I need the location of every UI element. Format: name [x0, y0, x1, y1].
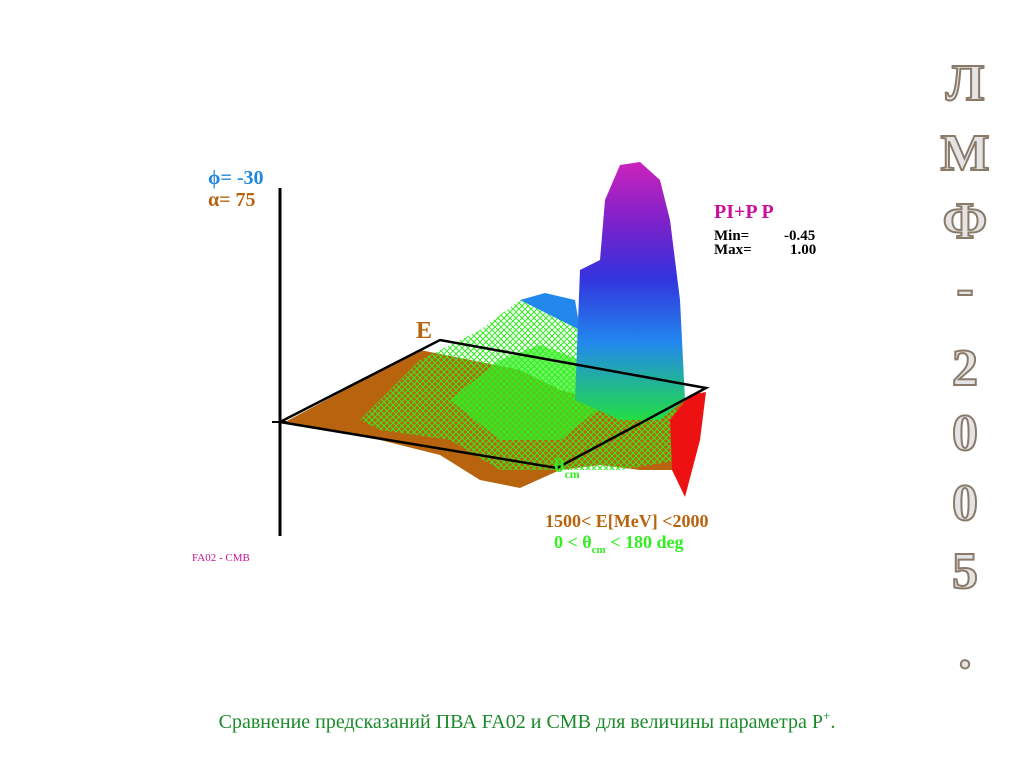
range-energy: 1500< E[MeV] <2000	[545, 511, 709, 531]
surface-peak	[575, 162, 685, 420]
axis-label-e: E	[416, 318, 432, 344]
side-letter: 0	[952, 475, 978, 532]
view-phi: ϕ= -30	[208, 167, 264, 189]
side-letter: М	[940, 125, 989, 182]
caption: Сравнение предсказаний ПВА FA02 и СМВ дл…	[219, 708, 836, 733]
side-letter: Ф	[943, 193, 988, 250]
surface-dip	[670, 392, 706, 497]
surface-green	[450, 345, 610, 440]
surface-ridge	[520, 293, 580, 330]
side-letter: -	[956, 260, 973, 317]
theta: θ	[554, 455, 564, 477]
range-angle: 0 < θcm < 180 deg	[554, 532, 683, 556]
caption-end: .	[830, 711, 835, 733]
min-label: Min=	[714, 228, 749, 244]
surface-plot: ϕ= -30 α= 75 E θcm PI+P P Min= -0.45 Max…	[192, 162, 816, 564]
quantity: PI+P P	[714, 201, 774, 223]
side-title: ЛМФ - 2 0 0 5.	[939, 54, 990, 681]
axis-label-theta: θcm	[554, 455, 580, 481]
range-angle-start: 0 < θ	[554, 532, 592, 552]
side-letter: Л	[946, 55, 985, 112]
max-value: 1.00	[790, 242, 816, 258]
range-angle-sub: cm	[592, 544, 606, 556]
range-angle-end: < 180 deg	[606, 532, 684, 552]
min-value: -0.45	[784, 228, 815, 244]
side-letter: 0	[952, 405, 978, 462]
source: FA02 - CMB	[192, 552, 250, 564]
caption-text: Сравнение предсказаний ПВА FA02 и СМВ дл…	[219, 711, 823, 733]
caption-sup: +	[823, 708, 830, 723]
view-alpha: α= 75	[208, 189, 256, 211]
side-letter: .	[959, 623, 972, 680]
theta-sub: cm	[564, 467, 579, 481]
base-frame	[276, 338, 710, 470]
side-letter: 5	[952, 543, 978, 600]
side-letter: 2	[952, 340, 978, 397]
max-label: Max=	[714, 242, 752, 258]
